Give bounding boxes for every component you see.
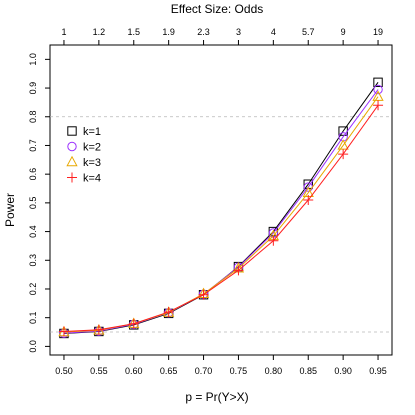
series-line-k4: [63, 104, 379, 332]
data-point-k4: [268, 235, 279, 246]
series-line-k2: [63, 89, 379, 334]
top-tick-label: 9: [341, 27, 346, 37]
series-line-k1: [63, 82, 379, 334]
x-tick-label: 0.55: [90, 366, 108, 376]
data-point-k4: [198, 289, 209, 300]
data-point-k4: [303, 195, 314, 205]
data-point-k4: [93, 324, 104, 335]
data-point-k4: [163, 306, 174, 317]
y-tick-label: 0.0: [28, 340, 38, 353]
top-tick-label: 1: [61, 27, 66, 37]
top-tick-label: 19: [373, 27, 383, 37]
plot-frame: [49, 44, 393, 356]
y-axis-title: Power: [3, 193, 17, 227]
legend-label-k2: k=2: [83, 142, 101, 154]
data-point-k4: [373, 100, 384, 111]
x-tick-label: 0.75: [230, 366, 248, 376]
y-tick-label: 0.8: [28, 111, 38, 124]
top-tick-label: 3: [236, 27, 241, 37]
y-tick-label: 0.2: [28, 283, 38, 296]
x-tick-label: 0.50: [55, 366, 73, 376]
y-tick-label: 1.0: [28, 53, 38, 66]
legend-label-k1: k=1: [83, 126, 101, 138]
legend-label-k4: k=4: [83, 173, 101, 185]
x-tick-label: 0.90: [334, 366, 352, 376]
legend-marker-k3: [66, 155, 78, 167]
legend-label-k3: k=3: [83, 157, 101, 169]
top-tick-label: 4: [271, 27, 276, 37]
top-tick-label: 1.2: [93, 27, 106, 37]
data-point-k1: [373, 77, 383, 88]
y-tick-label: 0.6: [28, 168, 38, 181]
data-point-k4: [233, 265, 244, 276]
top-axis-title: Effect Size: Odds: [171, 2, 264, 16]
x-axis-title: p = Pr(Y>X): [185, 390, 248, 404]
x-tick-label: 0.70: [195, 366, 213, 376]
y-tick-label: 0.7: [28, 139, 38, 152]
top-tick-label: 1.5: [127, 27, 140, 37]
legend-marker-k4: [67, 172, 77, 183]
data-point-k2: [373, 84, 383, 95]
y-tick-label: 0.9: [28, 82, 38, 95]
x-tick-label: 0.85: [299, 366, 317, 376]
x-tick-label: 0.65: [160, 366, 178, 376]
top-tick-label: 1.9: [162, 27, 175, 37]
x-tick-label: 0.80: [265, 366, 283, 376]
top-tick-label: 5.7: [302, 27, 315, 37]
legend-marker-k1: [67, 126, 77, 136]
x-tick-label: 0.95: [369, 366, 387, 376]
x-tick-label: 0.60: [125, 366, 143, 376]
y-tick-label: 0.1: [28, 311, 38, 324]
y-tick-label: 0.3: [28, 254, 38, 267]
data-point-k4: [338, 149, 349, 160]
top-tick-label: 2.3: [197, 27, 210, 37]
data-point-k4: [58, 326, 69, 337]
legend-marker-k2: [67, 141, 77, 152]
data-point-k3: [372, 90, 384, 101]
series-line-k3: [63, 96, 379, 333]
y-tick-label: 0.4: [28, 225, 38, 238]
data-point-k4: [128, 318, 139, 329]
y-tick-label: 0.5: [28, 197, 38, 210]
